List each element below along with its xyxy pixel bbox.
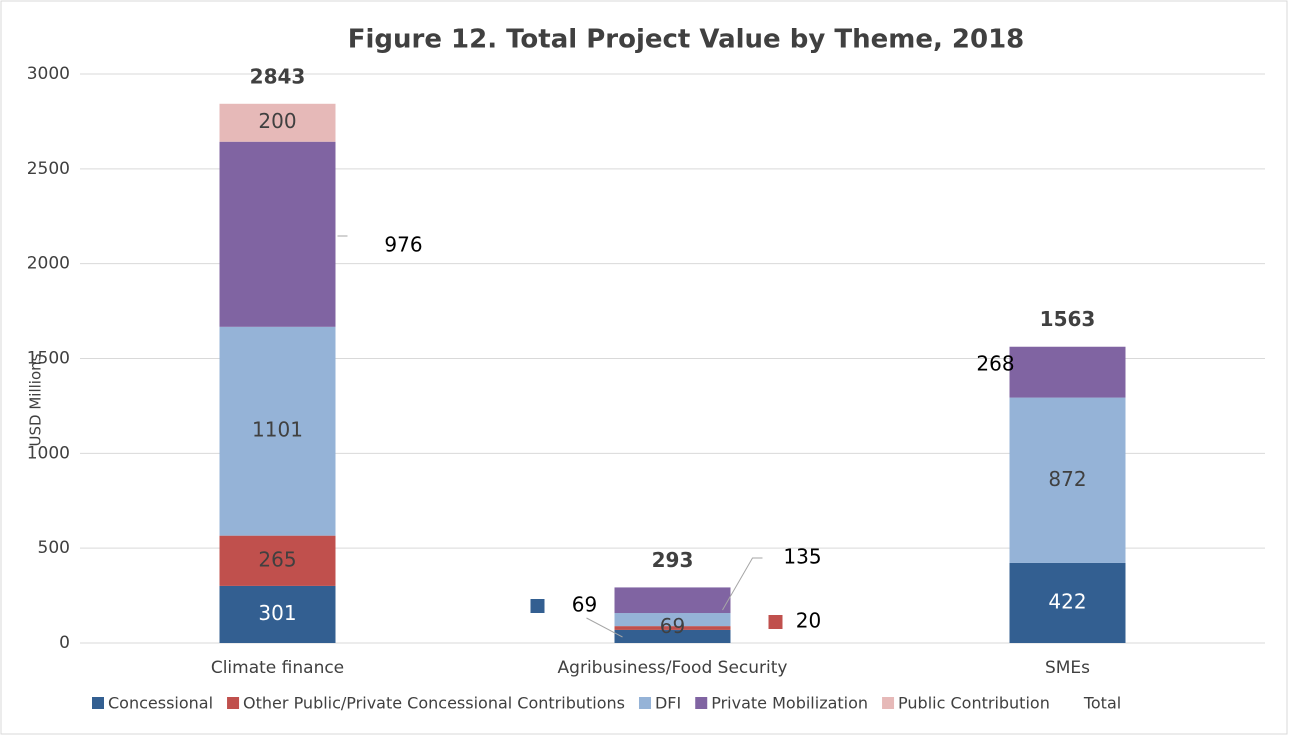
bar-segment (219, 103, 336, 142)
legend-label: Other Public/Private Concessional Contri… (243, 694, 625, 713)
y-tick-label: 500 (38, 538, 70, 558)
bar-segment (1009, 562, 1126, 643)
x-tick-label: Climate finance (211, 658, 344, 678)
data-label: 265 (258, 547, 296, 571)
y-tick-label: 1000 (27, 443, 70, 463)
bar-segment (614, 626, 731, 630)
y-tick-label: 2500 (27, 159, 70, 179)
x-tick-label: Agribusiness/Food Security (558, 658, 788, 678)
legend-label: Concessional (108, 694, 213, 713)
legend-label: Total (1083, 694, 1121, 713)
data-label: 268 (976, 352, 1014, 376)
bar-segment (219, 535, 336, 586)
data-label: 422 (1048, 589, 1086, 613)
legend-label: DFI (655, 694, 681, 713)
leader-line (722, 557, 763, 611)
legend-swatch (92, 697, 104, 709)
data-label: 976 (384, 233, 422, 257)
total-label: 293 (652, 548, 694, 572)
legend-swatch (638, 697, 651, 709)
data-label: 1101 (252, 418, 303, 442)
legend-label: Public Contribution (898, 694, 1050, 713)
data-label: 20 (796, 609, 821, 633)
legend-label: Private Mobilization (711, 694, 868, 713)
bar-segment (219, 585, 336, 643)
data-label: 69 (660, 614, 685, 638)
y-tick-label: 0 (59, 633, 70, 653)
bar-segment (614, 613, 731, 627)
y-axis-label: USD Millions (27, 353, 45, 446)
chart-title: Figure 12. Total Project Value by Theme,… (348, 25, 1025, 55)
y-tick-label: 2000 (27, 254, 70, 274)
data-label: 135 (783, 545, 821, 569)
data-label: 200 (258, 109, 296, 133)
total-label: 1563 (1040, 307, 1096, 331)
legend-swatch (695, 697, 708, 709)
label-key (530, 599, 545, 613)
label-key (768, 615, 783, 629)
data-label: 872 (1048, 467, 1086, 491)
data-label: 69 (572, 593, 597, 617)
y-tick-label: 1500 (27, 349, 70, 369)
bar-segment (1009, 397, 1126, 563)
total-label: 2843 (250, 64, 306, 88)
y-tick-label: 3000 (27, 64, 70, 84)
legend-swatch (227, 697, 240, 709)
bar-segment (219, 141, 336, 327)
bar-segment (1009, 346, 1126, 398)
leader-line (586, 617, 623, 638)
legend-swatch (882, 697, 895, 709)
bar-segment (614, 587, 731, 614)
bar-segment (614, 629, 731, 643)
bar-segment (219, 326, 336, 536)
data-label: 301 (258, 601, 296, 625)
x-tick-label: SMEs (1045, 658, 1090, 678)
